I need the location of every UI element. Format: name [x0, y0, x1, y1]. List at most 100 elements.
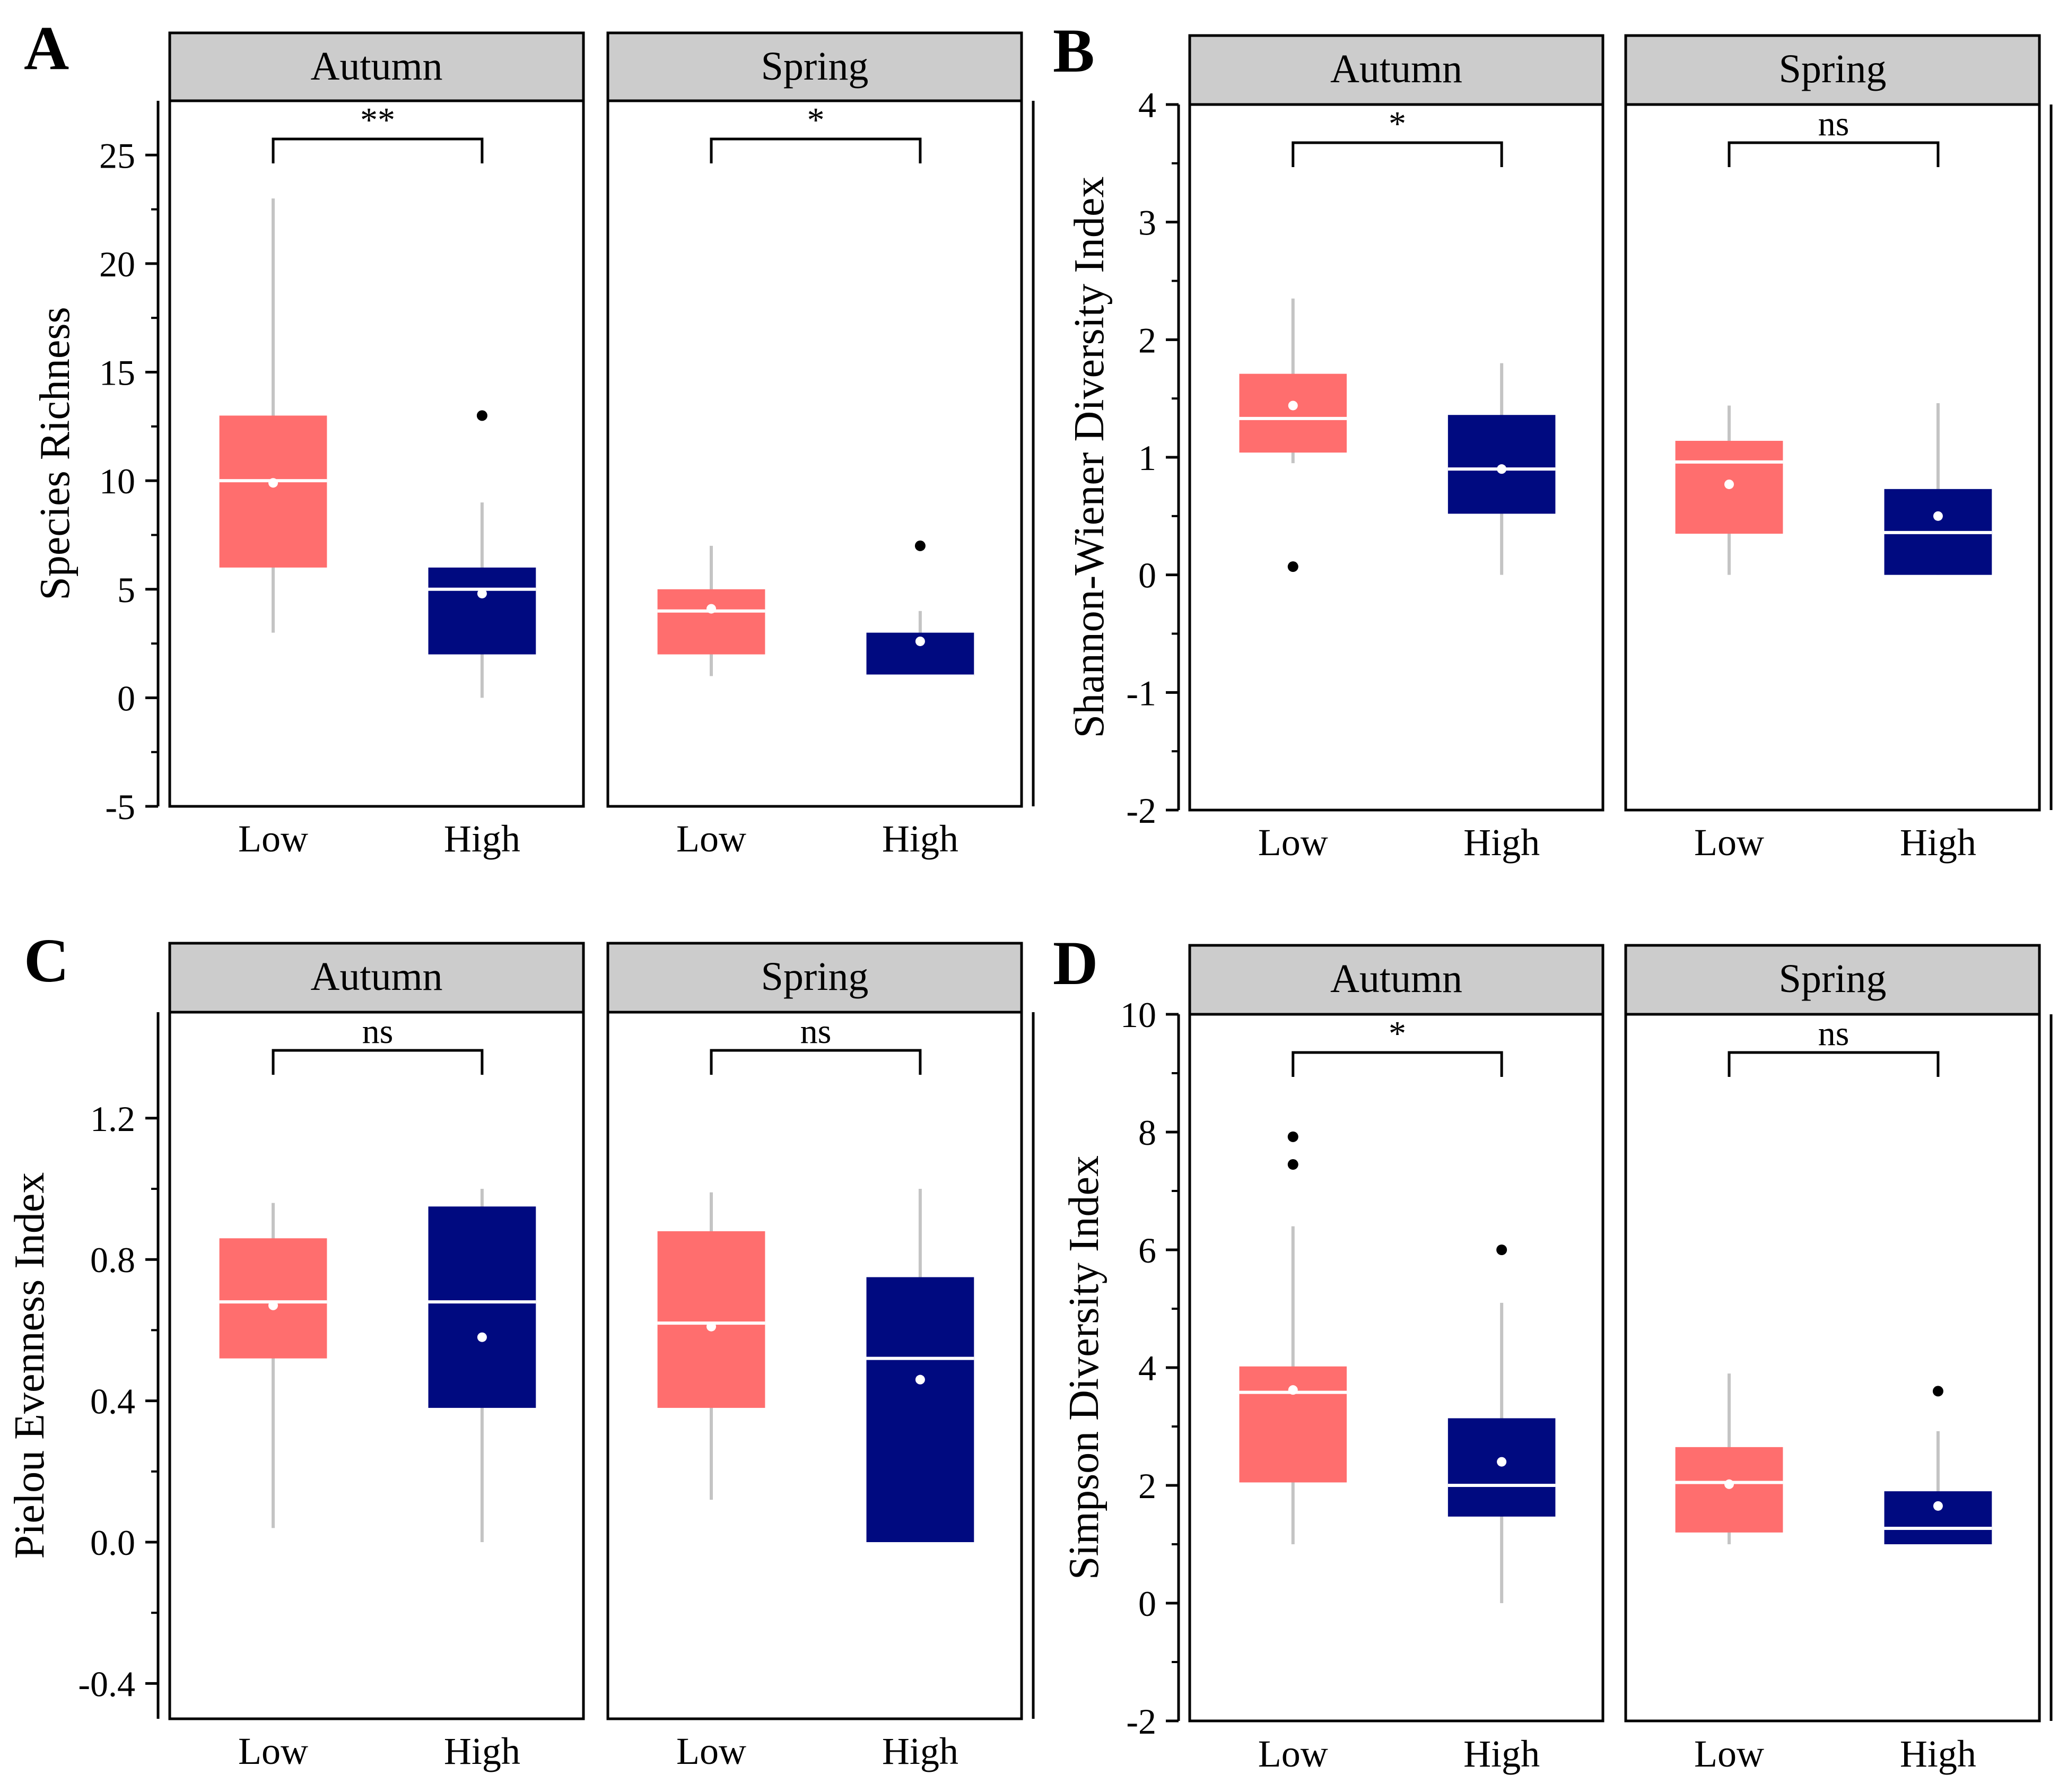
x-category-label-high: High	[444, 1730, 520, 1772]
mean-point-high	[477, 1332, 487, 1342]
significance-label: ns	[1818, 1014, 1850, 1053]
y-tick-label: -5	[105, 787, 135, 827]
mean-point-high	[915, 1375, 925, 1385]
y-tick-label: 6	[1138, 1230, 1156, 1271]
y-tick-label: 0.0	[90, 1523, 135, 1563]
x-category-label-high: High	[1900, 821, 1976, 864]
significance-label: *	[807, 101, 824, 140]
y-tick-label: -0.4	[78, 1664, 135, 1704]
significance-bracket	[272, 1049, 484, 1075]
y-tick-label: 0.8	[90, 1240, 135, 1280]
y-tick-label: 1	[1138, 438, 1156, 478]
x-category-label-low: Low	[238, 817, 308, 860]
x-category-label-high: High	[882, 817, 958, 860]
significance-label: ns	[1818, 105, 1850, 143]
significance-label: *	[1389, 105, 1406, 143]
facet-plot-frame	[606, 99, 1023, 808]
y-tick-label: 2	[1138, 1466, 1156, 1506]
y-tick-label: 0.4	[90, 1381, 135, 1422]
significance-label: *	[1389, 1014, 1406, 1053]
y-axis-label: Simpson Diversity Index	[1061, 1155, 1107, 1580]
y-axis-label: Pielou Evenness Index	[6, 1172, 53, 1559]
mean-point-low	[1724, 479, 1734, 489]
mean-point-low	[707, 1321, 716, 1332]
y-axis-label: Shannon-Wiener Diversity Index	[1066, 177, 1113, 738]
mean-point-low	[1288, 401, 1298, 411]
panel-label-a: A	[24, 13, 69, 83]
facet-plot-frame	[1624, 103, 2041, 812]
facet-title: Autumn	[310, 954, 442, 999]
outlier-point-low	[1287, 561, 1298, 572]
significance-bracket	[1292, 1051, 1503, 1077]
significance-bracket	[1292, 141, 1503, 167]
y-tick-label: 10	[99, 461, 135, 501]
mean-point-low	[268, 1300, 278, 1310]
mean-point-high	[1933, 1501, 1943, 1511]
x-category-label-high: High	[1463, 1733, 1540, 1775]
outlier-point-high	[914, 540, 926, 551]
facet-title: Autumn	[1330, 47, 1462, 91]
facet-plot-frame	[1624, 1013, 2041, 1723]
significance-bracket	[1728, 141, 1940, 167]
box-low	[219, 415, 327, 568]
y-tick-label: 0	[1138, 555, 1156, 596]
x-category-label-high: High	[1900, 1733, 1976, 1775]
box-high	[428, 1206, 536, 1408]
mean-point-low	[1724, 1479, 1734, 1489]
y-tick-label: 4	[1138, 1348, 1156, 1388]
significance-label: ns	[800, 1012, 832, 1051]
mean-point-high	[1497, 1457, 1507, 1467]
facet-title: Spring	[761, 954, 869, 999]
y-tick-label: 8	[1138, 1112, 1156, 1153]
y-tick-label: 0	[117, 678, 135, 718]
significance-label: ns	[362, 1012, 394, 1051]
facet-plot-frame	[1188, 1013, 1604, 1723]
y-tick-label: -1	[1126, 673, 1156, 713]
x-category-label-low: Low	[238, 1730, 308, 1772]
y-tick-label: 0	[1138, 1584, 1156, 1624]
box-high	[1447, 1418, 1556, 1517]
outlier-point-low	[1287, 1159, 1298, 1170]
outlier-point-high	[1496, 1245, 1507, 1255]
y-tick-label: 20	[99, 244, 135, 284]
y-axis-label: Species Richness	[32, 307, 79, 600]
significance-label: **	[360, 101, 395, 140]
box-low	[657, 1231, 765, 1408]
x-category-label-high: High	[1463, 821, 1540, 864]
box-low	[657, 589, 765, 655]
mean-point-low	[707, 604, 716, 614]
y-tick-label: 15	[99, 353, 135, 393]
y-tick-label: 3	[1138, 203, 1156, 243]
x-category-label-low: Low	[676, 817, 746, 860]
y-tick-label: -2	[1126, 790, 1156, 831]
facet-plot-frame	[606, 1011, 1023, 1720]
facet-plot-frame	[168, 1011, 585, 1720]
box-high	[1884, 1491, 1992, 1544]
box-low	[1239, 1366, 1347, 1483]
facet-title: Spring	[1779, 47, 1887, 91]
mean-point-high	[1933, 511, 1943, 521]
panel-label-c: C	[24, 926, 69, 995]
facet-title: Autumn	[310, 44, 442, 89]
y-tick-label: 25	[99, 135, 135, 176]
box-high	[428, 567, 536, 655]
outlier-point-high	[476, 410, 487, 421]
mean-point-low	[1288, 1385, 1298, 1395]
box-low	[1675, 1447, 1783, 1533]
box-low	[1239, 373, 1347, 453]
box-low	[219, 1238, 327, 1359]
x-category-label-low: Low	[1258, 1733, 1328, 1775]
x-category-label-low: Low	[1258, 821, 1328, 864]
x-category-label-high: High	[882, 1730, 958, 1772]
facet-strip-autumn	[168, 31, 585, 102]
mean-point-low	[268, 478, 278, 488]
significance-bracket	[272, 137, 484, 163]
mean-point-high	[915, 636, 925, 646]
facet-strip-spring	[606, 942, 1023, 1014]
y-tick-label: 10	[1120, 995, 1156, 1035]
facet-plot-frame	[1188, 103, 1604, 812]
significance-bracket	[1728, 1051, 1940, 1077]
panel-label-b: B	[1053, 16, 1095, 85]
facet-strip-autumn	[1188, 944, 1604, 1016]
